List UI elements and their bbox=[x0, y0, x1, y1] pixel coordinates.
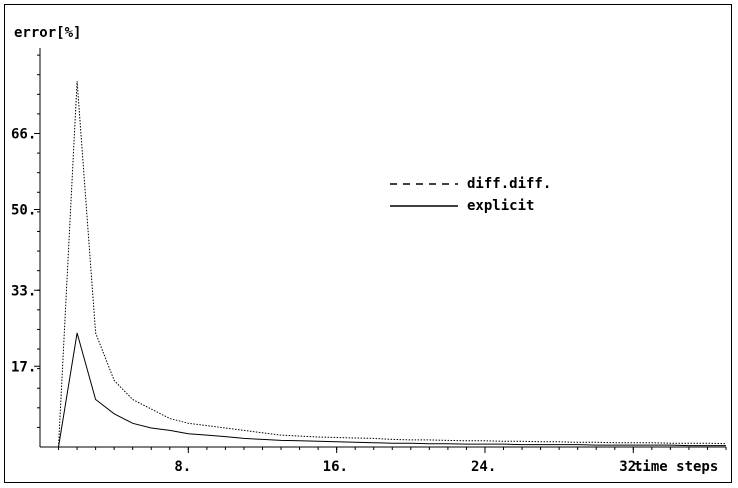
series-line-diff-diff bbox=[58, 81, 727, 448]
x-tick-label: 16. bbox=[323, 459, 348, 475]
series-line-explicit bbox=[58, 332, 726, 448]
y-tick-label: 50. bbox=[11, 203, 36, 219]
x-tick-label: 8. bbox=[174, 459, 191, 475]
y-tick-label: 33. bbox=[11, 283, 36, 299]
y-tick-label: 66. bbox=[11, 127, 36, 143]
series-layer bbox=[58, 81, 727, 448]
y-tick-label: 17. bbox=[11, 359, 36, 375]
x-tick-label: 24. bbox=[471, 459, 496, 475]
legend: diff.diff. explicit bbox=[390, 176, 551, 214]
chart-frame bbox=[4, 4, 732, 483]
y-axis-label: error[%] bbox=[14, 25, 81, 41]
x-axis-label: time steps bbox=[634, 459, 718, 475]
x-tick-label: 32. bbox=[619, 459, 644, 475]
axes: 17. 33. 50. 66. 8. 16. 24. 32. bbox=[11, 48, 727, 475]
legend-label: explicit bbox=[467, 198, 534, 214]
legend-label: diff.diff. bbox=[467, 176, 551, 192]
